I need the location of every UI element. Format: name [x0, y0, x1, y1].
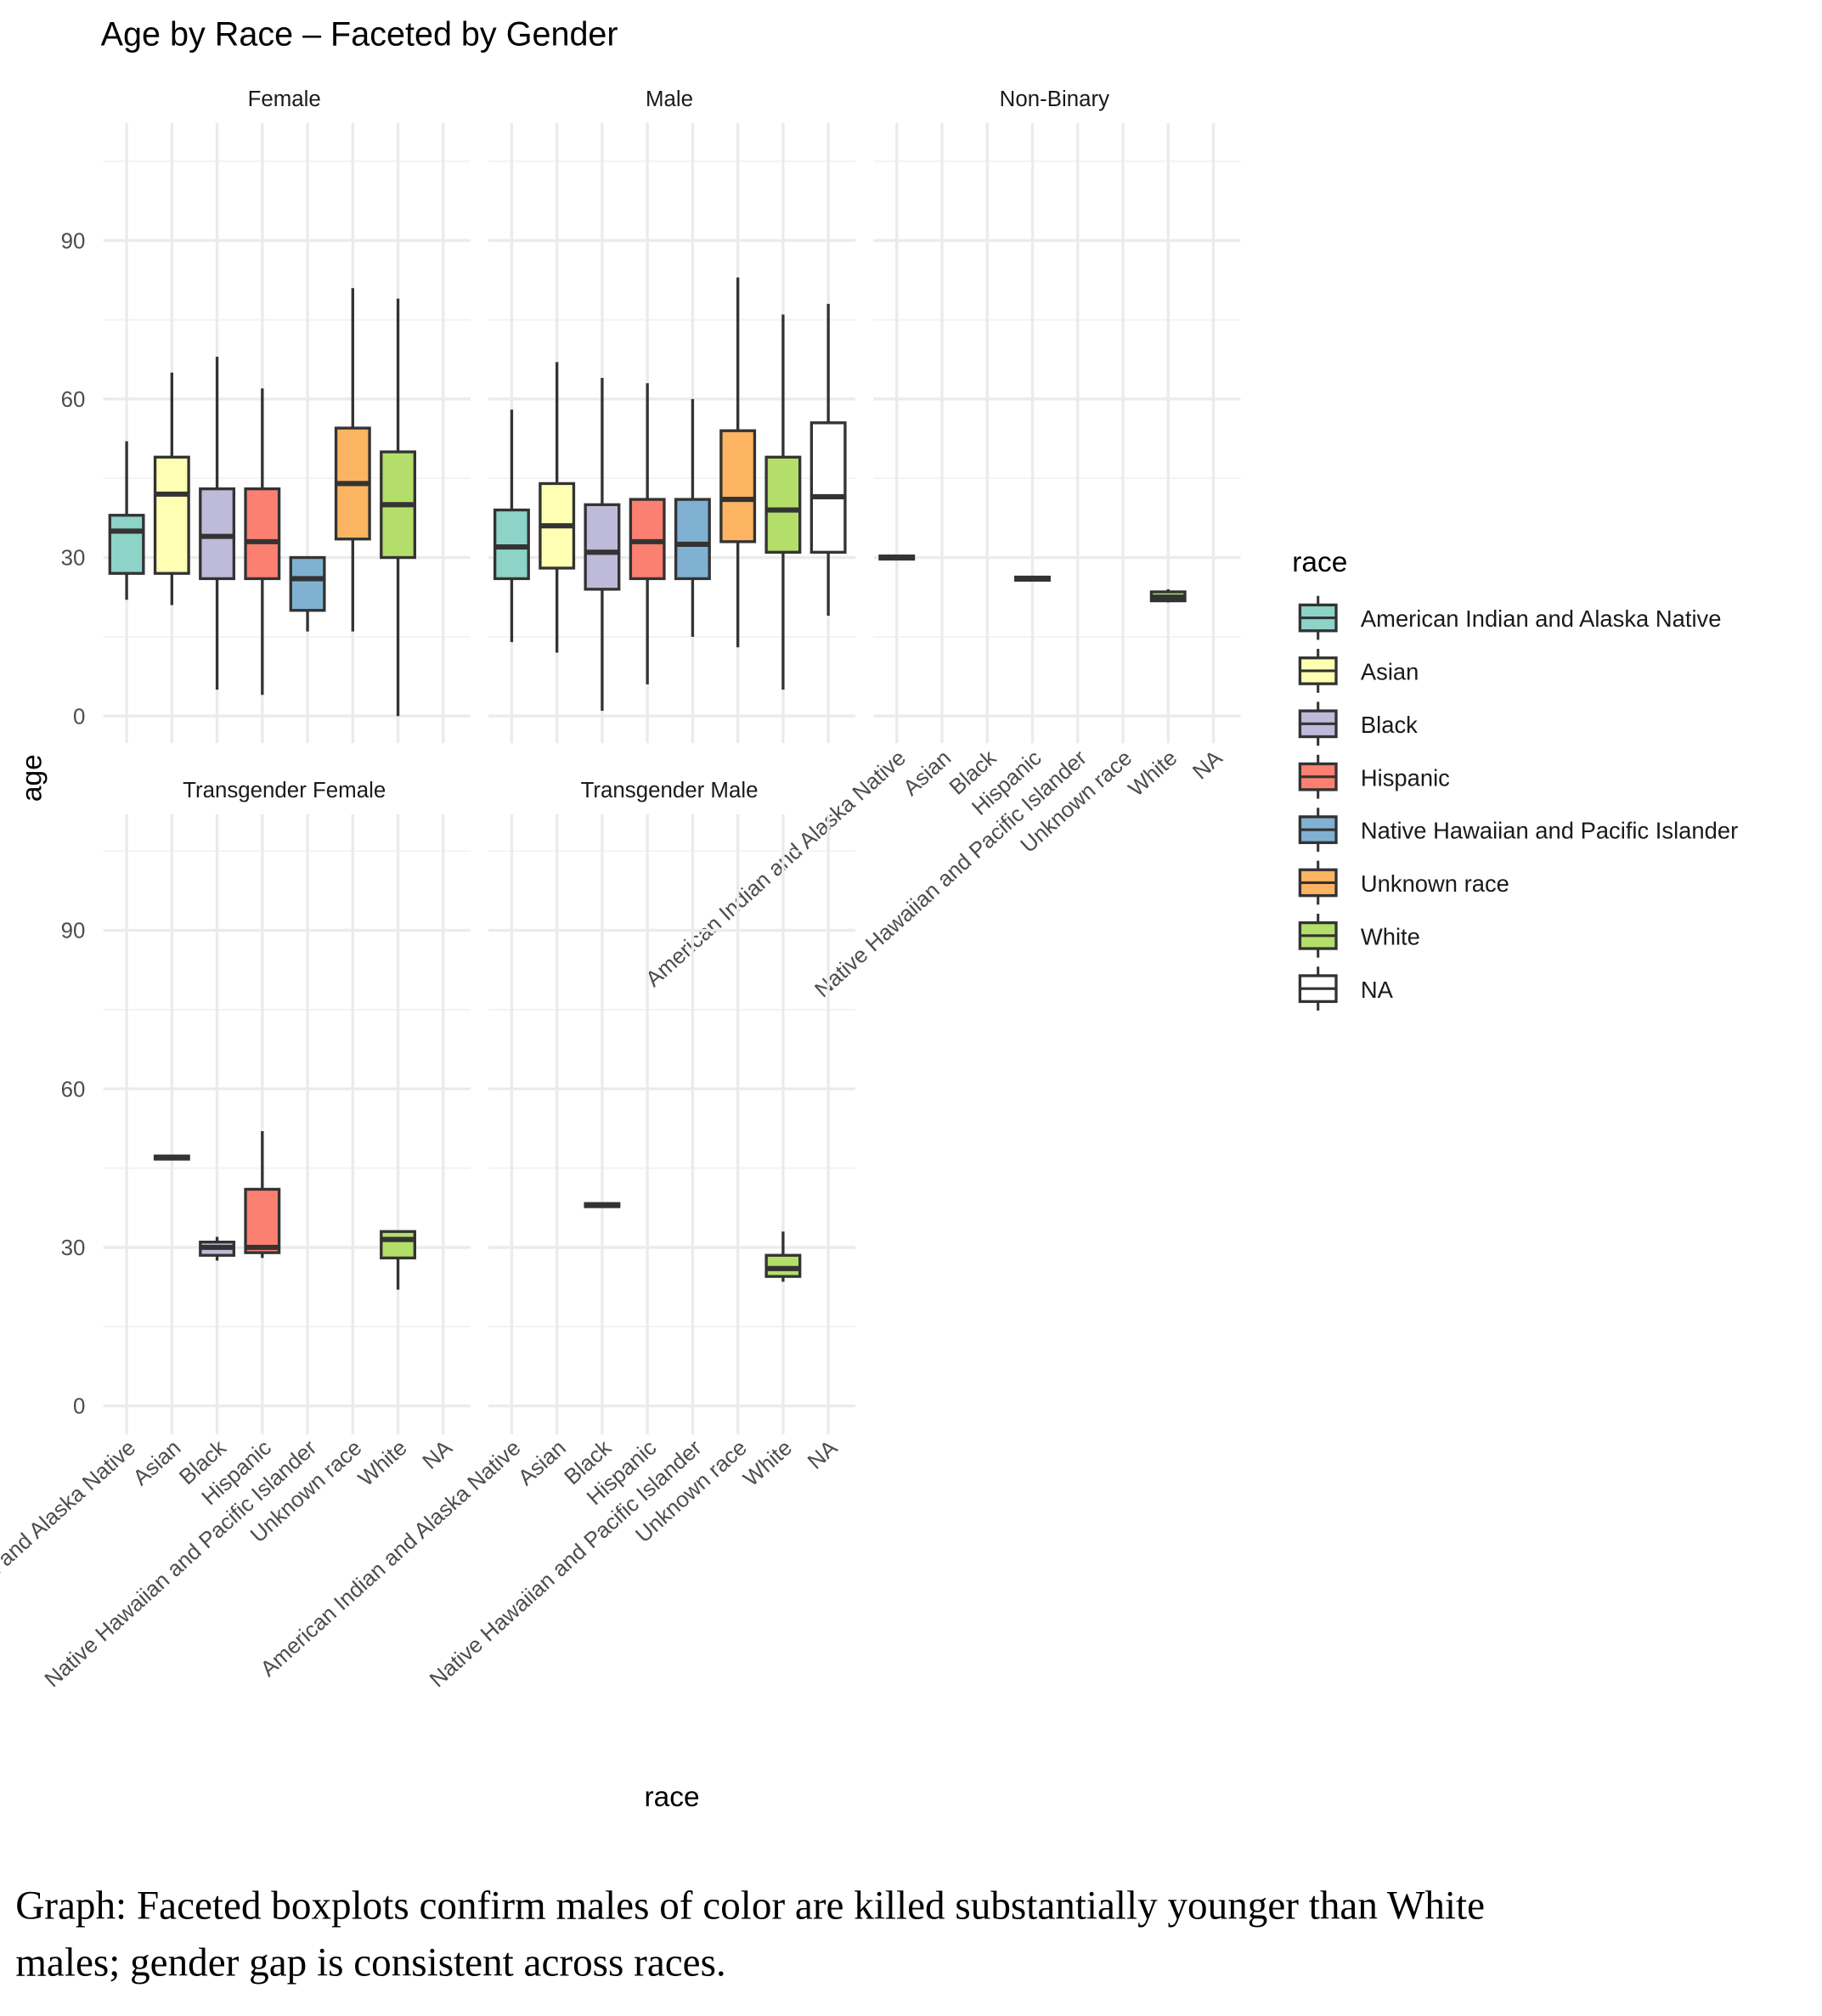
- y-tick-label: 90: [61, 229, 86, 253]
- iqr-box: [764, 455, 802, 554]
- box-native-hawaiian-and-pacific-islander: [289, 555, 326, 632]
- iqr-box: [493, 508, 530, 581]
- iqr-box: [809, 421, 847, 554]
- y-tick-label: 30: [61, 1236, 86, 1260]
- legend-title: race: [1292, 547, 1347, 578]
- iqr-box: [584, 503, 621, 591]
- x-tick-label: Asian: [899, 746, 956, 801]
- legend-item: Asian: [1298, 649, 1419, 693]
- legend-label: Native Hawaiian and Pacific Islander: [1361, 818, 1738, 844]
- box-hispanic: [1014, 575, 1051, 582]
- x-tick-label: Asian: [514, 1436, 571, 1490]
- box-hispanic: [244, 388, 281, 695]
- legend-item: NA: [1298, 966, 1394, 1011]
- caption-line-2: males; gender gap is consistent across r…: [15, 1940, 725, 1985]
- box-unknown-race: [334, 288, 371, 632]
- iqr-box: [719, 429, 757, 543]
- x-tick-label: NA: [1188, 746, 1227, 784]
- legend-label: White: [1361, 923, 1420, 949]
- box-unknown-race: [719, 277, 757, 648]
- box-black: [199, 357, 236, 690]
- iqr-box: [244, 1187, 281, 1254]
- iqr-box: [674, 498, 711, 581]
- iqr-box: [153, 455, 190, 575]
- box-asian: [539, 362, 576, 653]
- x-tick-label: NA: [419, 1435, 458, 1473]
- chart-title: Age by Race – Faceted by Gender: [101, 16, 618, 53]
- iqr-box: [764, 1253, 802, 1278]
- facet-panel-male: Male: [488, 87, 856, 744]
- x-tick-label: White: [354, 1436, 412, 1491]
- iqr-box: [108, 514, 145, 575]
- box-american-indian-and-alaska-native: [878, 554, 916, 561]
- legend-label: Unknown race: [1361, 870, 1509, 897]
- box-white: [380, 298, 417, 717]
- box-na: [809, 303, 847, 616]
- legend-item: White: [1298, 913, 1420, 958]
- legend-item: Native Hawaiian and Pacific Islander: [1298, 808, 1738, 852]
- legend-label: Hispanic: [1361, 764, 1450, 791]
- box-black: [199, 1236, 236, 1261]
- facet-strip-label: Male: [646, 87, 693, 111]
- box-american-indian-and-alaska-native: [108, 441, 145, 600]
- box-native-hawaiian-and-pacific-islander: [674, 398, 711, 637]
- legend-item: American Indian and Alaska Native: [1298, 595, 1722, 640]
- caption-line-1: Graph: Faceted boxplots confirm males of…: [15, 1884, 1485, 1929]
- y-tick-label: 0: [73, 705, 85, 729]
- legend-label: NA: [1361, 977, 1394, 1003]
- iqr-box: [289, 555, 326, 612]
- facet-strip-label: Non-Binary: [1000, 87, 1109, 111]
- box-white: [764, 314, 802, 690]
- facet-strip-label: Transgender Female: [183, 779, 386, 802]
- box-white: [380, 1230, 417, 1290]
- iqr-box: [199, 487, 236, 581]
- x-tick-label: White: [739, 1436, 797, 1491]
- box-white: [764, 1231, 802, 1282]
- legend: race American Indian and Alaska Native Asi…: [1292, 547, 1738, 1011]
- legend-item: Black: [1298, 701, 1418, 746]
- y-tick-label: 90: [61, 920, 86, 943]
- box-asian: [153, 372, 190, 605]
- box-asian: [153, 1154, 190, 1161]
- y-tick-label: 60: [61, 1078, 86, 1101]
- x-tick-label: White: [1125, 746, 1182, 802]
- facet-strip-label: Transgender Male: [581, 779, 759, 802]
- box-hispanic: [244, 1131, 281, 1259]
- iqr-box: [380, 1230, 417, 1260]
- x-tick-label: American Indian and Alaska Native: [0, 1436, 140, 1681]
- facet-strip-label: Female: [248, 87, 321, 111]
- y-tick-label: 30: [61, 547, 86, 571]
- box-hispanic: [629, 383, 666, 684]
- iqr-box: [629, 498, 666, 581]
- x-tick-label: NA: [804, 1435, 843, 1473]
- y-axis-label: age: [17, 754, 48, 802]
- legend-item: Unknown race: [1298, 860, 1509, 905]
- legend-label: Black: [1361, 712, 1418, 738]
- x-axis-label: race: [645, 1782, 700, 1813]
- box-black: [584, 377, 621, 711]
- iqr-box: [244, 487, 281, 581]
- x-tick-label: Asian: [129, 1436, 186, 1490]
- box-american-indian-and-alaska-native: [493, 409, 530, 643]
- legend-label: Asian: [1361, 659, 1419, 685]
- y-tick-label: 60: [61, 388, 86, 412]
- legend-item: Hispanic: [1298, 754, 1450, 799]
- box-black: [584, 1202, 621, 1208]
- facet-panel-female: Female 0 30 60 90: [61, 87, 471, 744]
- y-tick-label: 0: [73, 1395, 85, 1419]
- box-white: [1149, 588, 1187, 603]
- legend-label: American Indian and Alaska Native: [1361, 605, 1722, 632]
